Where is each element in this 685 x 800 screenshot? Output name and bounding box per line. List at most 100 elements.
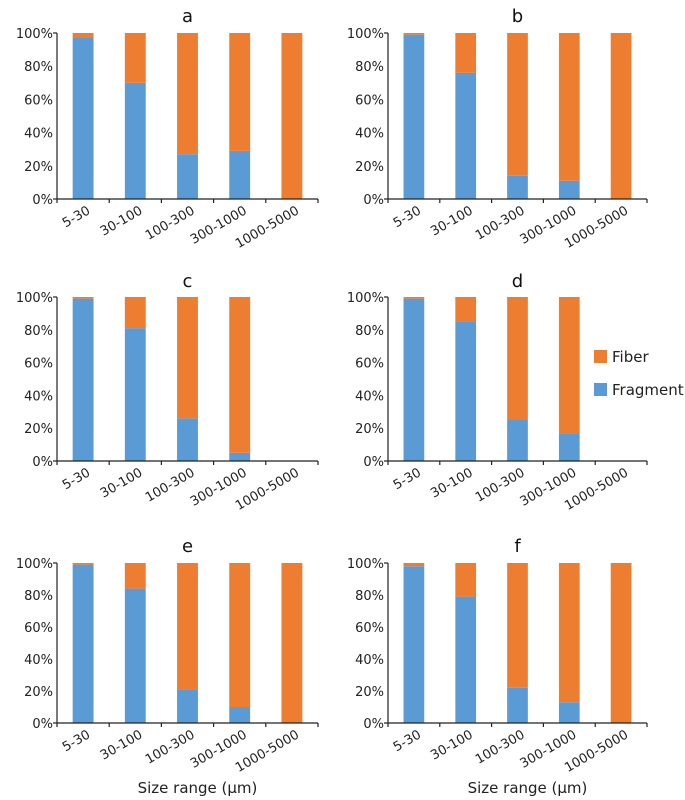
panel-b: b0%20%40%60%80%100%5-30 30-100100-300300-… xyxy=(347,6,648,252)
bar-fiber xyxy=(558,33,580,181)
y-tick-label: 0% xyxy=(32,455,53,470)
y-tick-label: 80% xyxy=(355,60,384,75)
panel-title: b xyxy=(512,6,523,27)
bar-fragment xyxy=(72,298,94,461)
x-tick-label: 30-100 xyxy=(98,203,145,239)
y-tick-label: 20% xyxy=(24,685,53,700)
bar-fiber xyxy=(281,563,303,723)
y-tick-label: 100% xyxy=(16,557,53,572)
bar-fiber xyxy=(558,563,580,703)
legend-swatch-fiber xyxy=(594,350,607,363)
y-tick-label: 40% xyxy=(24,127,53,142)
bar-fragment xyxy=(72,564,94,723)
bar-fragment xyxy=(403,566,425,723)
bar-fiber xyxy=(403,297,425,299)
x-tick-label: 5-30 xyxy=(391,203,424,231)
panel-c: c0%20%40%60%80%100%5-30 30-100100-300300-… xyxy=(16,271,319,514)
x-tick-label: 5-30 xyxy=(60,727,93,755)
bar-fiber xyxy=(124,563,146,589)
panel-e: e0%20%40%60%80%100%5-30 30-100100-300300-… xyxy=(16,536,319,797)
bar-fragment xyxy=(124,588,146,723)
bar-fragment xyxy=(507,420,528,461)
x-tick-label: 5-30 xyxy=(60,465,93,493)
bar-fragment xyxy=(403,298,425,461)
panel-a: a0%20%40%60%80%100%5-30 30-100100-300300-… xyxy=(16,6,319,252)
y-tick-label: 80% xyxy=(355,589,384,604)
bar-fragment xyxy=(229,150,251,199)
bar-fiber xyxy=(558,297,580,434)
bar-fiber xyxy=(507,563,528,688)
panel-title: e xyxy=(182,536,193,557)
y-tick-label: 0% xyxy=(32,193,53,208)
y-tick-label: 0% xyxy=(363,717,384,732)
bar-fiber xyxy=(507,297,528,420)
bar-fragment xyxy=(403,34,425,199)
x-tick-label: 30-100 xyxy=(98,465,145,501)
y-tick-label: 100% xyxy=(347,291,384,306)
bar-fiber xyxy=(403,33,425,35)
bar-fragment xyxy=(455,72,477,199)
y-tick-label: 80% xyxy=(24,589,53,604)
y-tick-label: 100% xyxy=(16,291,53,306)
y-tick-label: 80% xyxy=(355,324,384,339)
panel-title: a xyxy=(182,6,193,27)
y-tick-label: 60% xyxy=(24,621,53,636)
y-tick-label: 100% xyxy=(16,27,53,42)
y-tick-label: 0% xyxy=(32,717,53,732)
bar-fiber xyxy=(455,33,477,73)
y-tick-label: 60% xyxy=(355,357,384,372)
y-tick-label: 60% xyxy=(355,93,384,108)
panel-f: f0%20%40%60%80%100%5-30 30-100100-300300-… xyxy=(347,536,648,797)
bar-fiber xyxy=(72,563,94,565)
bar-fragment xyxy=(177,154,198,199)
bar-fiber xyxy=(281,33,303,199)
bar-fragment xyxy=(124,82,146,199)
bar-fiber xyxy=(229,563,251,707)
bar-fiber xyxy=(610,563,632,723)
x-tick-label: 5-30 xyxy=(391,727,424,755)
y-tick-label: 60% xyxy=(24,93,53,108)
y-tick-label: 80% xyxy=(24,60,53,75)
bar-fragment xyxy=(229,452,251,461)
x-tick-label: 5-30 xyxy=(60,203,93,231)
y-tick-label: 100% xyxy=(347,27,384,42)
legend-label-fiber: Fiber xyxy=(612,348,649,366)
bar-fragment xyxy=(507,687,528,723)
bar-fragment xyxy=(124,328,146,461)
y-tick-label: 20% xyxy=(24,422,53,437)
x-axis-title: Size range (µm) xyxy=(138,779,258,797)
x-axis-title: Size range (µm) xyxy=(468,779,588,797)
legend-swatch-fragment xyxy=(594,383,607,396)
bar-fragment xyxy=(455,321,477,461)
bar-fiber xyxy=(124,33,146,83)
y-tick-label: 20% xyxy=(355,685,384,700)
bar-fragment xyxy=(507,175,528,199)
y-tick-label: 20% xyxy=(24,160,53,175)
bar-fragment xyxy=(229,707,251,723)
y-tick-label: 40% xyxy=(24,653,53,668)
panel-title: f xyxy=(514,536,521,557)
y-tick-label: 40% xyxy=(355,653,384,668)
y-tick-label: 60% xyxy=(24,357,53,372)
y-tick-label: 80% xyxy=(24,324,53,339)
legend-label-fragment: Fragment xyxy=(612,381,684,399)
y-tick-label: 100% xyxy=(347,557,384,572)
bar-fiber xyxy=(229,297,251,453)
bar-fragment xyxy=(558,702,580,723)
y-tick-label: 40% xyxy=(24,389,53,404)
y-tick-label: 0% xyxy=(363,193,384,208)
bar-fiber xyxy=(455,563,477,597)
bar-fiber xyxy=(507,33,528,176)
bar-fragment xyxy=(177,689,198,723)
bar-fiber xyxy=(72,33,94,38)
legend: Fiber Fragment xyxy=(594,348,684,399)
bar-fragment xyxy=(177,418,198,461)
x-tick-label: 30-100 xyxy=(428,727,475,763)
bar-fiber xyxy=(177,297,198,419)
bar-fiber xyxy=(177,563,198,690)
bar-fiber xyxy=(455,297,477,322)
panel-title: c xyxy=(183,271,193,292)
bar-fragment xyxy=(558,433,580,461)
bar-fiber xyxy=(124,297,146,329)
